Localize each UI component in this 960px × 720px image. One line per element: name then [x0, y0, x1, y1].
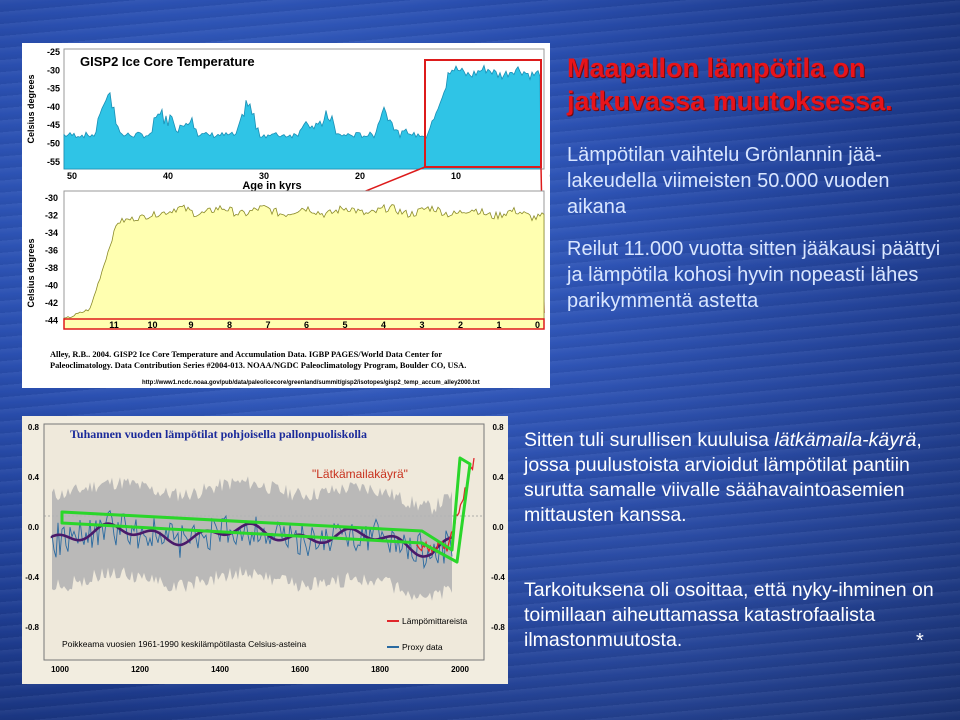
top-y-tick: -45 — [47, 120, 60, 130]
hockey-svg: Tuhannen vuoden lämpötilat pohjoisella p… — [25, 423, 505, 674]
bottom-x-tick: 4 — [381, 320, 386, 330]
bottom-y-tick: -34 — [45, 228, 58, 238]
hockey-x-tick: 2000 — [451, 665, 469, 674]
bottom-x-tick: 10 — [147, 320, 157, 330]
hockey-x-ticks: 1000 1200 1400 1600 1800 2000 — [51, 665, 469, 674]
hockey-stick-chart: Tuhannen vuoden lämpötilat pohjoisella p… — [22, 416, 508, 684]
bottom-x-ticks: 11 10 9 8 7 6 5 4 3 2 1 0 — [109, 320, 540, 330]
top-x-tick: 30 — [259, 171, 269, 181]
highlight-box — [424, 59, 542, 168]
hockey-y-tick-left: 0.4 — [28, 473, 40, 482]
top-x-tick: 20 — [355, 171, 365, 181]
hockey-y-tick-right: 0.4 — [492, 473, 504, 482]
hockey-stick-term: lätkämaila-käyrä — [774, 429, 917, 451]
paragraph-greenland: Lämpötilan vaihtelu Grönlannin jää-lakeu… — [567, 144, 890, 218]
bottom-x-tick: 6 — [304, 320, 309, 330]
hockey-caption: Poikkeama vuosien 1961-1990 keskilämpöti… — [62, 639, 307, 649]
top-temperature-area — [63, 64, 542, 170]
paragraph-ice-age: Reilut 11.000 vuotta sitten jääkausi pää… — [567, 238, 941, 312]
uncertainty-band — [52, 476, 452, 601]
hockey-x-tick: 1600 — [291, 665, 309, 674]
citation-line-2: Paleoclimatology. Data Contribution Seri… — [50, 361, 466, 370]
bottom-y-tick: -38 — [45, 263, 58, 273]
bottom-x-tick: 2 — [458, 320, 463, 330]
bottom-y-tick: -32 — [45, 211, 58, 221]
bottom-red-frame — [63, 318, 545, 330]
bottom-x-tick: 8 — [227, 320, 232, 330]
top-x-tick: 0 — [549, 171, 550, 181]
footnote-star: * — [916, 630, 924, 652]
top-x-ticks: 50 40 30 20 10 0 — [67, 171, 550, 181]
bottom-x-tick: 5 — [342, 320, 347, 330]
hockey-y-tick-left: 0.0 — [28, 523, 40, 532]
hockey-y-ticks: 0.8 0.8 0.4 0.4 0.0 0.0 -0.4 -0.4 -0.8 -0.8 — [25, 423, 505, 632]
hockey-y-tick-right: -0.4 — [491, 573, 505, 582]
bottom-x-tick: 11 — [109, 320, 119, 330]
paragraph-hockey-part-a: Sitten tuli surullisen kuuluisa — [524, 429, 775, 451]
gisp2-title: GISP2 Ice Core Temperature — [80, 54, 255, 69]
hockey-y-tick-right: 0.0 — [492, 523, 504, 532]
hockey-title: Tuhannen vuoden lämpötilat pohjoisella p… — [70, 427, 367, 441]
top-x-tick: 10 — [451, 171, 461, 181]
legend-measured-label: Lämpömittareista — [402, 616, 467, 626]
top-y-tick: -40 — [47, 102, 60, 112]
top-y-tick: -35 — [47, 84, 60, 94]
bottom-x-tick: 0 — [535, 320, 540, 330]
bottom-x-tick: 1 — [496, 320, 501, 330]
gisp2-chart: GISP2 Ice Core Temperature -25 -30 -35 -40-… — [22, 43, 550, 388]
bottom-temperature-area — [63, 203, 545, 330]
hockey-y-tick-right: 0.8 — [492, 423, 504, 432]
top-y-tick: -55 — [47, 157, 60, 167]
bottom-y-tick: -42 — [45, 298, 58, 308]
legend-proxy-label: Proxy data — [402, 642, 443, 652]
bottom-y-tick: -44 — [45, 316, 58, 326]
gisp2-svg: GISP2 Ice Core Temperature -25-30-35-40-… — [26, 47, 550, 386]
hockey-y-tick-left: -0.4 — [25, 573, 39, 582]
bottom-y-label: Celsius degrees — [26, 238, 36, 307]
hockey-x-tick: 1800 — [371, 665, 389, 674]
top-y-label: Celsius degrees — [26, 74, 36, 143]
bottom-x-tick: 9 — [188, 320, 193, 330]
bottom-x-tick: 3 — [419, 320, 424, 330]
bottom-y-tick: -40 — [45, 281, 58, 291]
top-x-label: Age in kyrs — [242, 180, 301, 192]
bottom-y-ticks: -30 -32 -34 -36 -38 -40 -42 -44 — [45, 193, 58, 326]
top-y-tick: -30 — [47, 65, 60, 75]
hockey-stick-outline — [60, 456, 472, 564]
bottom-x-tick: 7 — [265, 320, 270, 330]
top-y-tick: -50 — [47, 139, 60, 149]
citation-line-1: Alley, R.B.. 2004. GISP2 Ice Core Temper… — [50, 350, 442, 359]
hockey-label: "Lätkämailakäyrä" — [312, 467, 408, 481]
top-x-tick: 50 — [67, 171, 77, 181]
hockey-y-tick-left: -0.8 — [25, 623, 39, 632]
paragraph-hockey-stick: Sitten tuli surullisen kuuluisa lätkämai… — [524, 428, 949, 528]
hockey-x-tick: 1200 — [131, 665, 149, 674]
slide-title: Maapallon lämpötila on jatkuvassa muutok… — [567, 53, 893, 116]
hockey-y-tick-right: -0.8 — [491, 623, 505, 632]
paragraph-hockey-part-b: , jossa puulustoista arvioidut lämpötila… — [524, 429, 922, 526]
paragraph-purpose: Tarkoituksena oli osoittaa, että nyky-ih… — [524, 579, 934, 651]
bottom-y-tick: -36 — [45, 246, 58, 256]
top-x-tick: 40 — [163, 171, 173, 181]
top-y-tick: -25 — [47, 47, 60, 57]
hockey-x-tick: 1400 — [211, 665, 229, 674]
hockey-y-tick-left: 0.8 — [28, 423, 40, 432]
hockey-x-tick: 1000 — [51, 665, 69, 674]
bottom-y-tick: -30 — [45, 193, 58, 203]
data-url: http://www1.ncdc.noaa.gov/pub/data/paleo… — [142, 380, 480, 386]
top-y-ticks: -25 -30 -35 -40 -45 -50 -55 — [47, 47, 60, 167]
